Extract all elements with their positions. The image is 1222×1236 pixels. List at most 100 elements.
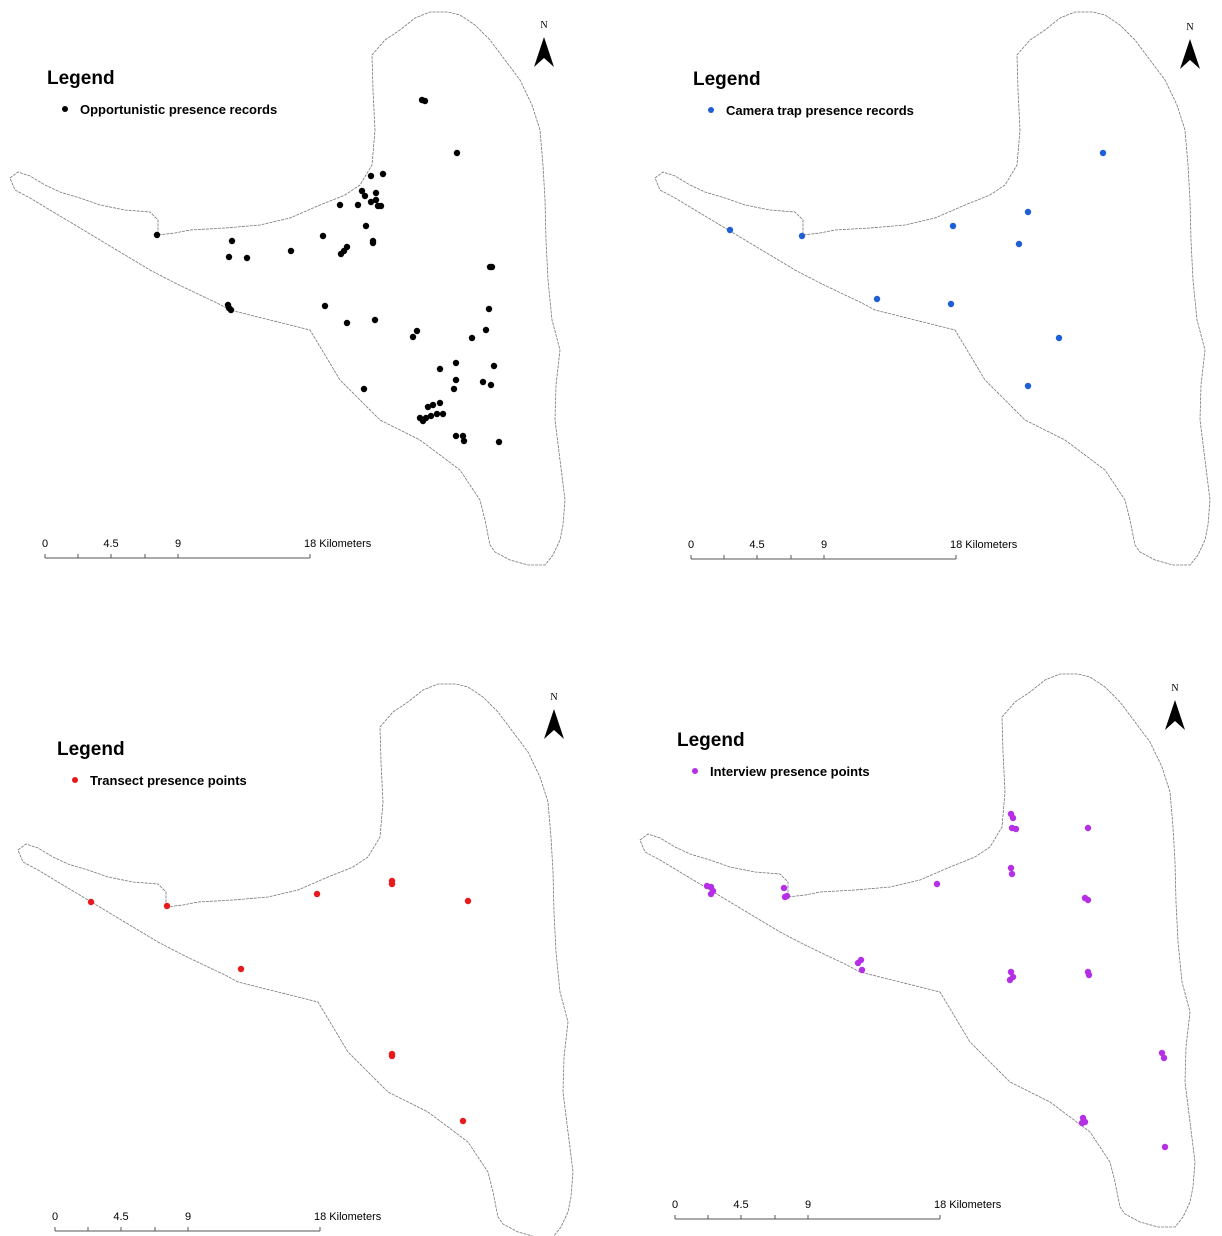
presence-point [1099,149,1107,157]
presence-point [947,300,955,308]
presence-point [372,196,380,204]
presence-point [361,192,369,200]
presence-point [781,893,789,901]
north-arrow [1165,700,1185,730]
presence-point [873,295,881,303]
scale-label: 9 [175,538,181,550]
presence-point [858,966,866,974]
presence-point [464,897,472,905]
presence-point [487,381,495,389]
presence-point [1007,968,1015,976]
presence-point [163,902,171,910]
presence-point [153,231,161,239]
presence-point [336,201,344,209]
legend-label: Interview presence points [710,764,870,779]
presence-point [427,412,435,420]
presence-point [225,253,233,261]
scale-label: 9 [185,1211,191,1223]
presence-point [949,222,957,230]
presence-point [1158,1049,1166,1057]
presence-point [479,378,487,386]
presence-point [495,438,503,446]
presence-point [459,1117,467,1125]
presence-point [429,401,437,409]
north-arrow [544,709,564,739]
scale-label: 9 [821,539,827,551]
presence-point [488,263,496,271]
legend-title: Legend [693,69,761,90]
presence-point [388,880,396,888]
presence-point [707,890,715,898]
presence-point [237,965,245,973]
presence-point [452,359,460,367]
presence-point [1084,896,1092,904]
presence-point [313,890,321,898]
presence-point [1009,973,1017,981]
legend-label: Opportunistic presence records [80,102,277,117]
presence-point [1055,334,1063,342]
presence-point [379,170,387,178]
scale-label: 18 Kilometers [304,538,372,550]
scale-label: 4.5 [749,539,764,551]
presence-point [372,189,380,197]
presence-point [1084,824,1092,832]
presence-point [1160,1054,1168,1062]
legend-marker [708,107,714,113]
legend-title: Legend [677,730,745,751]
map-panel: Legend Interview presence points N 0 4.5 9 18 … [639,673,1196,1228]
north-label: N [540,20,547,31]
presence-point [482,326,490,334]
presence-point [460,437,468,445]
island-outline [9,11,566,566]
scale-label: 4.5 [733,1199,748,1211]
presence-point [468,334,476,342]
presence-point [452,432,460,440]
map-panel: Legend Opportunistic presence records N 0 4.… [9,11,566,566]
scale-label: 9 [805,1199,811,1211]
scale-label: 18 Kilometers [314,1211,382,1223]
presence-point [436,399,444,407]
presence-point [439,410,447,418]
presence-point [337,250,345,258]
legend-label: Camera trap presence records [726,103,914,118]
presence-point [419,417,427,425]
presence-point [1024,382,1032,390]
presence-point [780,884,788,892]
presence-point [243,254,251,262]
north-label: N [1171,683,1178,694]
presence-point [388,1052,396,1060]
presence-point [726,226,734,234]
legend-marker [72,777,78,783]
presence-point [453,149,461,157]
map-panel: Legend Camera trap presence records N 0 4.5 9… [654,11,1211,566]
island-outline [17,683,574,1236]
scale-label: 18 Kilometers [950,539,1018,551]
map-panel: Legend Transect presence points N 0 4.5 9 18 K… [17,683,574,1236]
presence-point [452,376,460,384]
presence-point [362,222,370,230]
presence-point [343,319,351,327]
presence-point [369,239,377,247]
presence-point [1008,870,1016,878]
presence-point [367,198,375,206]
presence-point [319,232,327,240]
presence-point [1009,814,1017,822]
scale-label: 0 [52,1211,58,1223]
legend-title: Legend [47,68,115,89]
legend-marker [692,768,698,774]
presence-point [1012,825,1020,833]
presence-point [228,237,236,245]
scale-label: 0 [688,539,694,551]
island-outline [654,11,1211,566]
presence-point [227,306,235,314]
presence-point [1078,1119,1086,1127]
presence-point [354,201,362,209]
presence-point [87,898,95,906]
north-arrow [534,37,554,67]
presence-point [1024,208,1032,216]
presence-point [854,959,862,967]
legend-marker [62,106,68,112]
presence-point [798,232,806,240]
presence-point [1015,240,1023,248]
